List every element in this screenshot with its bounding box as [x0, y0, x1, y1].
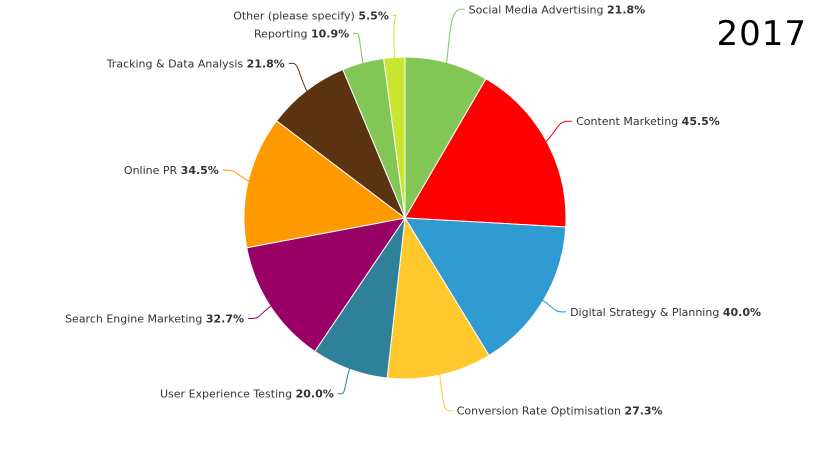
pie-labels: Social Media Advertising 21.8% Content Ma…: [65, 3, 761, 417]
data-label-value: 20.0%: [296, 388, 334, 401]
data-label-name: Search Engine Marketing: [65, 312, 206, 325]
data-label-value: 45.5%: [682, 115, 720, 128]
connector-social-media-advertising: [445, 8, 465, 65]
connector-tracking-data-analysis: [288, 62, 308, 93]
data-label-conversion-rate-optimisation: Conversion Rate Optimisation 27.3%: [457, 405, 663, 418]
data-label-name: Reporting: [254, 27, 311, 40]
data-label-reporting: Reporting 10.9%: [254, 27, 349, 40]
data-label-value: 5.5%: [358, 9, 389, 22]
connector-digital-strategy-planning: [541, 299, 567, 313]
data-label-search-engine-marketing: Search Engine Marketing 32.7%: [65, 312, 244, 325]
connector-content-marketing: [544, 120, 573, 143]
connector-online-pr: [222, 169, 251, 183]
data-label-online-pr: Online PR 34.5%: [124, 164, 219, 177]
data-label-value: 27.3%: [624, 405, 662, 418]
data-label-name: User Experience Testing: [160, 388, 296, 401]
data-label-value: 40.0%: [723, 306, 761, 319]
data-label-name: Tracking & Data Analysis: [106, 57, 247, 70]
data-label-tracking-data-analysis: Tracking & Data Analysis 21.8%: [106, 57, 285, 70]
connector-search-engine-marketing: [248, 304, 273, 319]
data-label-other-please-specify: Other (please specify) 5.5%: [233, 9, 389, 22]
data-label-name: Online PR: [124, 164, 181, 177]
connector-conversion-rate-optimisation: [439, 373, 453, 412]
data-label-social-media-advertising: Social Media Advertising 21.8%: [469, 3, 646, 16]
connector-other-please-specify: [392, 14, 398, 60]
data-label-content-marketing: Content Marketing 45.5%: [576, 115, 720, 128]
year-label: 2017: [716, 14, 807, 54]
pie-slice-content-marketing[interactable]: [404, 78, 567, 228]
connector-user-experience-testing: [337, 367, 351, 395]
pie-slices: [243, 56, 567, 380]
data-label-name: Content Marketing: [576, 115, 682, 128]
data-label-value: 21.8%: [607, 3, 645, 16]
data-label-name: Social Media Advertising: [469, 3, 607, 16]
data-label-user-experience-testing: User Experience Testing 20.0%: [160, 388, 334, 401]
connector-reporting: [353, 32, 364, 65]
data-label-name: Digital Strategy & Planning: [570, 306, 723, 319]
data-label-name: Conversion Rate Optimisation: [457, 405, 625, 418]
data-label-digital-strategy-planning: Digital Strategy & Planning 40.0%: [570, 306, 761, 319]
data-label-value: 21.8%: [247, 57, 285, 70]
data-label-value: 34.5%: [181, 164, 219, 177]
data-label-value: 10.9%: [311, 27, 349, 40]
data-label-name: Other (please specify): [233, 9, 358, 22]
data-label-value: 32.7%: [206, 312, 244, 325]
